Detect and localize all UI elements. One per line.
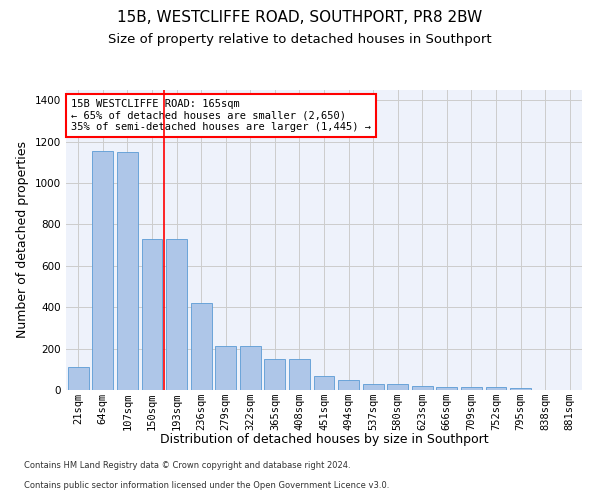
Bar	[387, 384, 408, 390]
Bar	[166, 239, 187, 390]
Text: Contains HM Land Registry data © Crown copyright and database right 2024.: Contains HM Land Registry data © Crown c…	[24, 461, 350, 470]
Text: Contains public sector information licensed under the Open Government Licence v3: Contains public sector information licen…	[24, 481, 389, 490]
Y-axis label: Number of detached properties: Number of detached properties	[16, 142, 29, 338]
Text: Size of property relative to detached houses in Southport: Size of property relative to detached ho…	[108, 32, 492, 46]
Bar	[412, 386, 433, 390]
Bar	[92, 151, 113, 390]
Bar	[240, 346, 261, 390]
Bar	[485, 387, 506, 390]
Bar	[265, 359, 286, 390]
Bar	[68, 367, 89, 390]
Text: 15B WESTCLIFFE ROAD: 165sqm
← 65% of detached houses are smaller (2,650)
35% of : 15B WESTCLIFFE ROAD: 165sqm ← 65% of det…	[71, 99, 371, 132]
Text: Distribution of detached houses by size in Southport: Distribution of detached houses by size …	[160, 432, 488, 446]
Bar	[338, 380, 359, 390]
Bar	[142, 239, 163, 390]
Bar	[289, 359, 310, 390]
Bar	[314, 376, 334, 390]
Bar	[191, 303, 212, 390]
Bar	[215, 346, 236, 390]
Bar	[117, 152, 138, 390]
Text: 15B, WESTCLIFFE ROAD, SOUTHPORT, PR8 2BW: 15B, WESTCLIFFE ROAD, SOUTHPORT, PR8 2BW	[118, 10, 482, 25]
Bar	[362, 384, 383, 390]
Bar	[461, 387, 482, 390]
Bar	[436, 387, 457, 390]
Bar	[510, 388, 531, 390]
